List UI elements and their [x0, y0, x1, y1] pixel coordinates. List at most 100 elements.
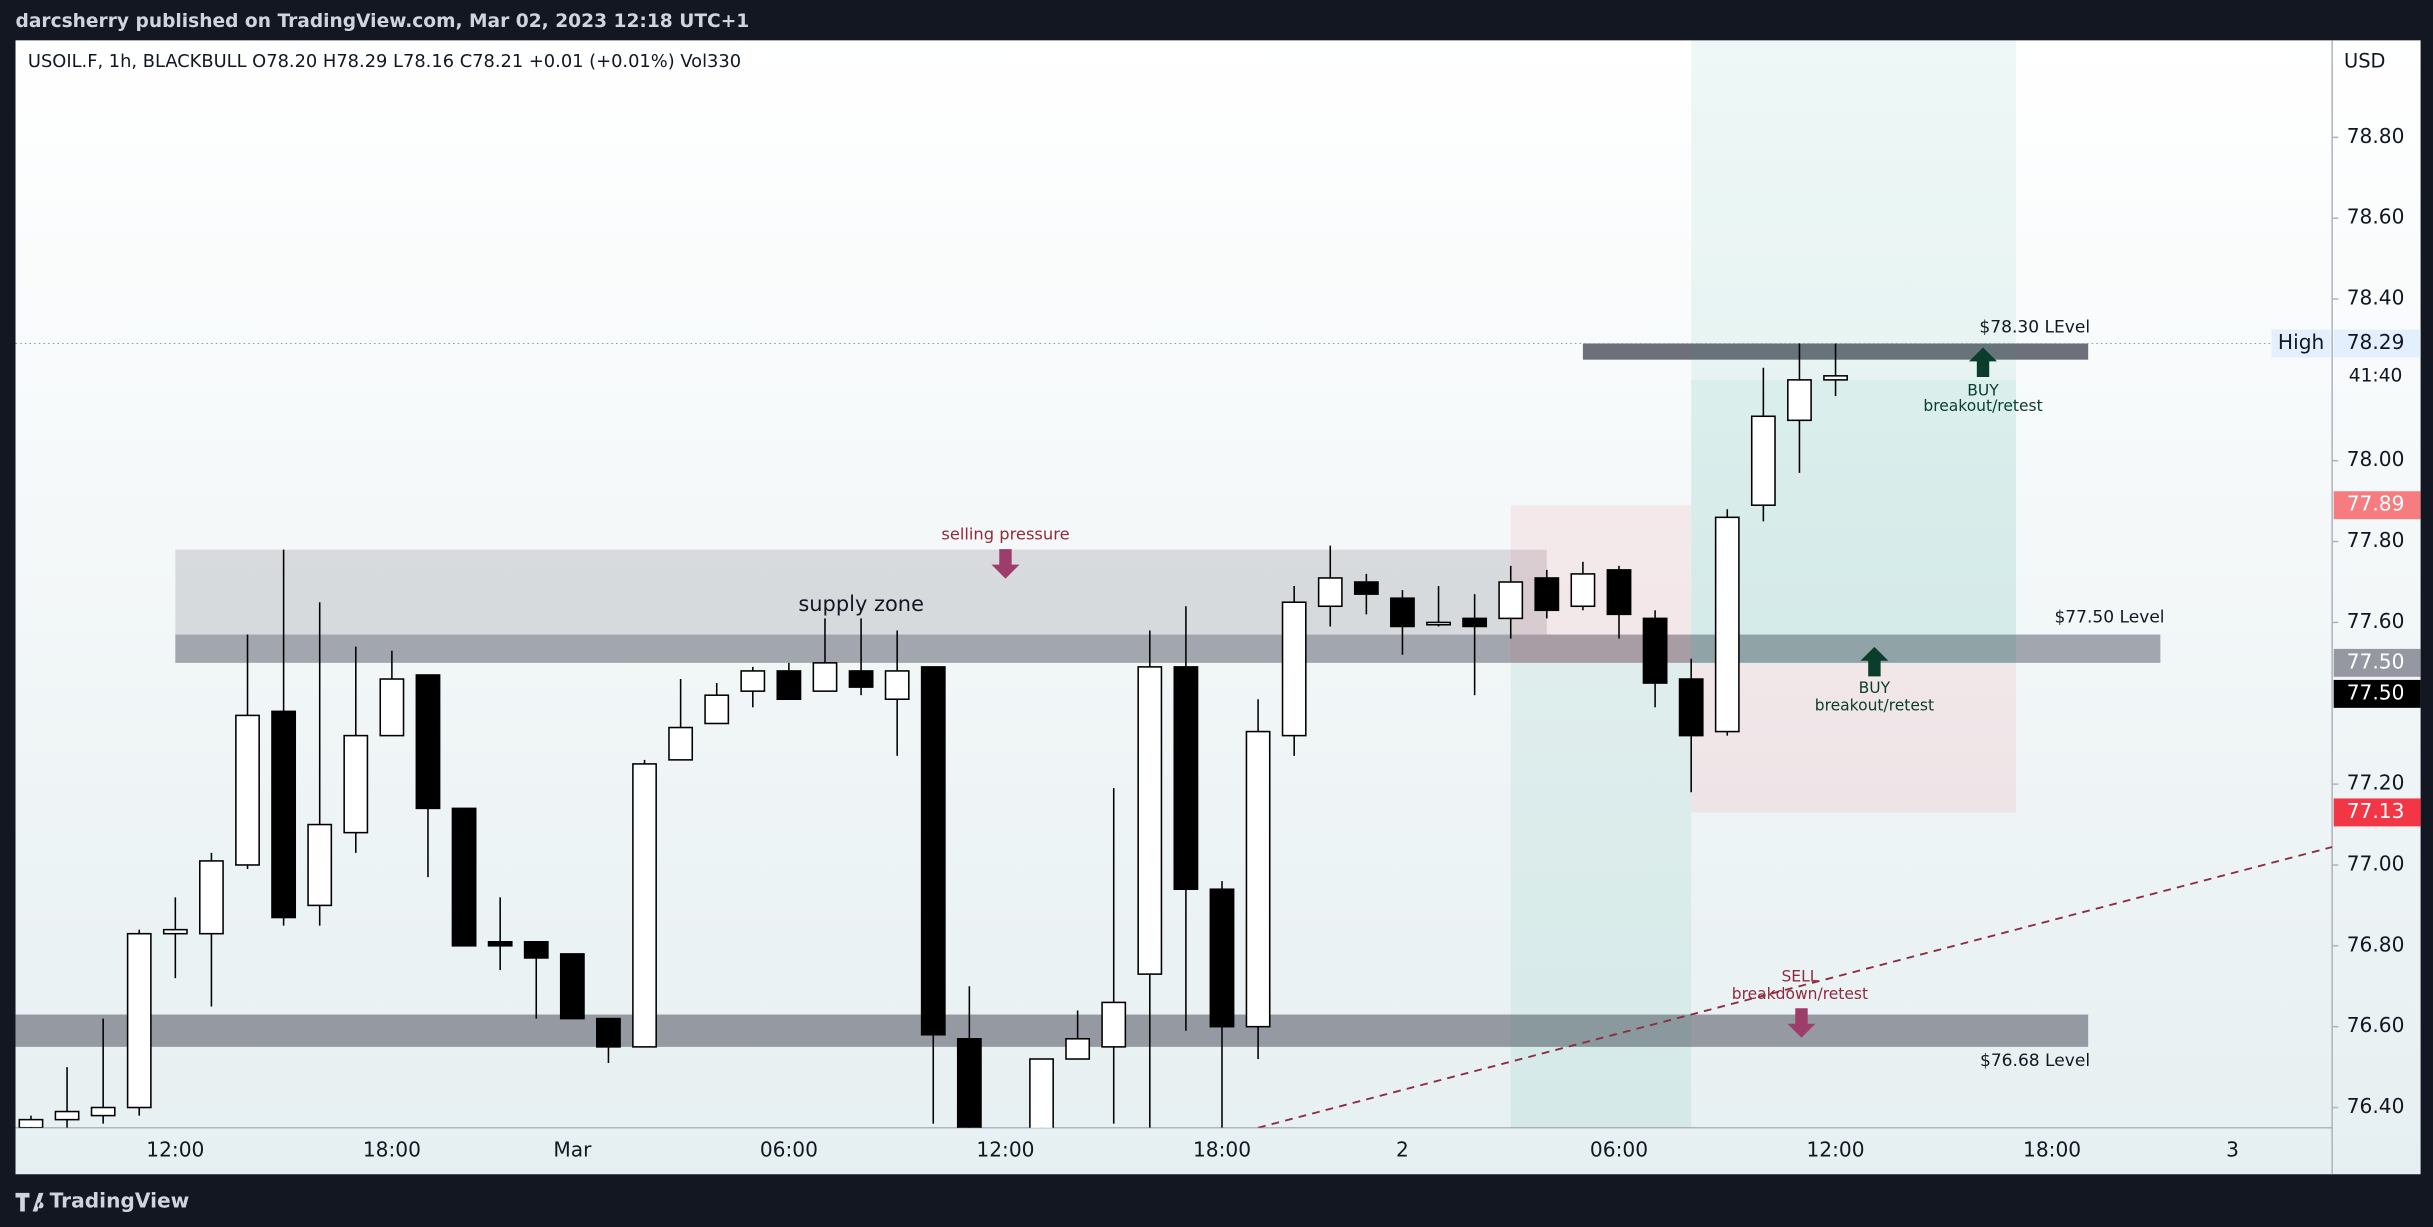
footer-text: TradingView [50, 1189, 190, 1213]
candle-body [1281, 601, 1307, 737]
annotation: breakout/retest [1923, 397, 2042, 415]
candle-body [1606, 569, 1632, 616]
candle-body [90, 1106, 116, 1117]
candle-body [343, 734, 369, 834]
candle-body [704, 694, 730, 725]
annotation: SELL [1781, 968, 1818, 986]
candle-body [1209, 888, 1235, 1028]
x-tick-label: 18:00 [2023, 1137, 2081, 1161]
header-title: darcsherry published on TradingView.com,… [16, 11, 750, 32]
price-tag: High [2278, 330, 2324, 354]
x-tick-label: 12:00 [146, 1137, 204, 1161]
candle-body [884, 670, 910, 701]
candle-body [1390, 597, 1415, 628]
y-tick-label: 77.00 [2347, 851, 2405, 875]
candle-body [1317, 577, 1343, 608]
y-tick-label: 78.40 [2347, 286, 2405, 310]
price-label: 77.50 [2347, 680, 2405, 704]
zone [1691, 662, 2017, 813]
y-tick-label: 76.80 [2347, 932, 2405, 956]
x-tick-label: 12:00 [1806, 1137, 1864, 1161]
candle-body [1245, 730, 1271, 1028]
countdown: 41:40 [2349, 366, 2403, 387]
x-tick-label: 2 [1396, 1137, 1409, 1161]
price-label: 78.29 [2347, 330, 2405, 354]
annotation: supply zone [798, 592, 924, 616]
candle-body [1823, 375, 1848, 381]
candle-body [1714, 516, 1740, 733]
candle-body [1642, 617, 1668, 684]
candle-body [1173, 666, 1199, 891]
annotation: breakout/retest [1815, 696, 1934, 714]
zone [175, 634, 2161, 663]
annotation: BUY [1967, 381, 1999, 399]
x-tick-label: 06:00 [1590, 1137, 1648, 1161]
zone [15, 1014, 2089, 1047]
price-label: 77.50 [2347, 649, 2405, 673]
price-label-bg [2333, 798, 2421, 827]
candle-body [1065, 1038, 1091, 1060]
candle-body [18, 1118, 44, 1128]
candle-body [162, 928, 188, 935]
annotation: breakdown/retest [1732, 985, 1868, 1003]
price-label: 77.89 [2347, 492, 2405, 516]
annotation: $76.68 Level [1980, 1051, 2090, 1071]
y-tick-label: 78.80 [2347, 124, 2405, 148]
y-tick-label: 78.00 [2347, 447, 2405, 471]
candle-body [559, 953, 585, 1020]
candle-body [812, 662, 838, 692]
annotation: selling pressure [941, 525, 1069, 544]
price-label-bg [2333, 329, 2421, 358]
candle-body [307, 823, 333, 907]
candle-body [271, 710, 297, 919]
price-label-bg [2333, 648, 2421, 677]
candle-body [126, 932, 152, 1109]
candle-body [1029, 1058, 1054, 1128]
candle-body [379, 678, 405, 737]
candle-body [235, 714, 260, 866]
candle-body [1678, 678, 1704, 737]
x-tick-label: 3 [2226, 1137, 2239, 1161]
candle-body [1498, 581, 1524, 620]
y-tick-label: 77.80 [2347, 528, 2405, 552]
y-tick-label: 76.40 [2347, 1094, 2405, 1118]
x-tick-label: 18:00 [363, 1137, 421, 1161]
candle-body [1101, 1001, 1127, 1048]
candle-body [1137, 666, 1163, 975]
x-tick-label: 06:00 [760, 1137, 818, 1161]
candle-body [1787, 379, 1812, 422]
footer-logo [15, 1192, 44, 1212]
currency: USD [2344, 50, 2385, 73]
candle-body [632, 763, 657, 1048]
candle-body [596, 1017, 621, 1048]
candle-body [1750, 415, 1776, 506]
annotation: $78.30 LEvel [1979, 317, 2090, 337]
annotation: BUY [1859, 679, 1891, 697]
price-label-bg [2333, 491, 2421, 520]
zone [1691, 40, 2017, 663]
candle-body [451, 807, 477, 947]
candle-body [1570, 573, 1596, 608]
zone [1691, 379, 2017, 663]
candle-body [487, 940, 513, 947]
candle-body [1462, 617, 1488, 628]
y-tick-label: 78.60 [2347, 205, 2405, 229]
x-tick-label: Mar [553, 1137, 592, 1161]
candle-body [668, 726, 694, 761]
candle-body [1353, 581, 1379, 595]
candle-body [1534, 577, 1560, 612]
candle-body [54, 1110, 80, 1121]
annotation: $77.50 Level [2054, 607, 2164, 627]
price-label-bg [2333, 679, 2421, 708]
price-label: 77.13 [2347, 799, 2405, 823]
candle-body [415, 674, 441, 810]
x-tick-label: 18:00 [1193, 1137, 1251, 1161]
candle-body [1426, 621, 1451, 626]
symbol-legend: USOIL.F, 1h, BLACKBULL O78.20 H78.29 L78… [28, 51, 741, 72]
trendline [1257, 846, 2333, 1128]
y-tick-label: 76.60 [2347, 1013, 2405, 1037]
candle-body [199, 860, 224, 935]
candle-body [920, 666, 946, 1036]
candle-body [523, 940, 549, 959]
